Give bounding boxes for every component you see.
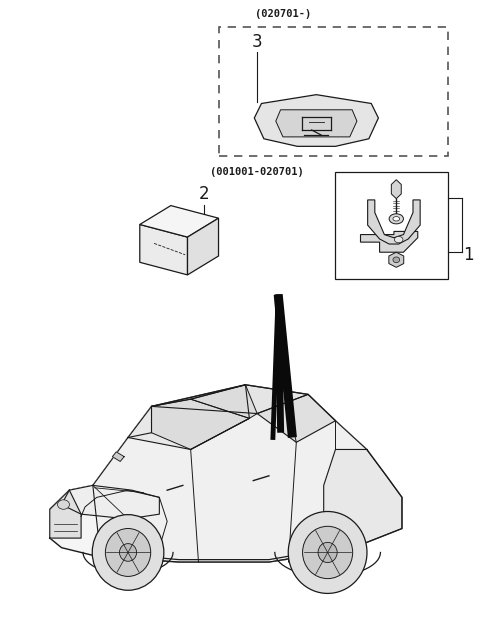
Polygon shape — [389, 252, 404, 267]
Text: 2: 2 — [199, 185, 210, 203]
Polygon shape — [368, 200, 420, 244]
Ellipse shape — [393, 216, 400, 221]
Ellipse shape — [389, 214, 404, 224]
Polygon shape — [140, 206, 218, 237]
Ellipse shape — [288, 511, 367, 593]
Polygon shape — [93, 385, 402, 562]
Text: 1: 1 — [463, 246, 474, 264]
Polygon shape — [257, 394, 336, 442]
Polygon shape — [128, 385, 249, 449]
Polygon shape — [50, 385, 402, 562]
Polygon shape — [391, 180, 401, 199]
Text: (001001-020701): (001001-020701) — [210, 166, 303, 177]
Ellipse shape — [58, 500, 70, 510]
Bar — [218, 27, 447, 156]
Polygon shape — [276, 110, 357, 137]
Polygon shape — [140, 225, 188, 275]
Bar — [336, 172, 447, 279]
Ellipse shape — [393, 257, 400, 263]
Polygon shape — [152, 385, 308, 413]
Text: (020701-): (020701-) — [255, 9, 311, 19]
Ellipse shape — [120, 544, 137, 561]
Polygon shape — [112, 452, 124, 461]
Ellipse shape — [395, 237, 403, 243]
Polygon shape — [191, 385, 257, 418]
Ellipse shape — [302, 526, 353, 579]
Ellipse shape — [318, 542, 337, 563]
Text: 3: 3 — [252, 34, 262, 51]
Polygon shape — [324, 449, 402, 550]
Polygon shape — [188, 218, 218, 275]
Ellipse shape — [106, 529, 151, 577]
Polygon shape — [360, 232, 418, 252]
Polygon shape — [50, 490, 81, 538]
Ellipse shape — [92, 515, 164, 590]
Polygon shape — [61, 486, 159, 519]
Polygon shape — [152, 399, 249, 449]
Polygon shape — [254, 95, 378, 146]
